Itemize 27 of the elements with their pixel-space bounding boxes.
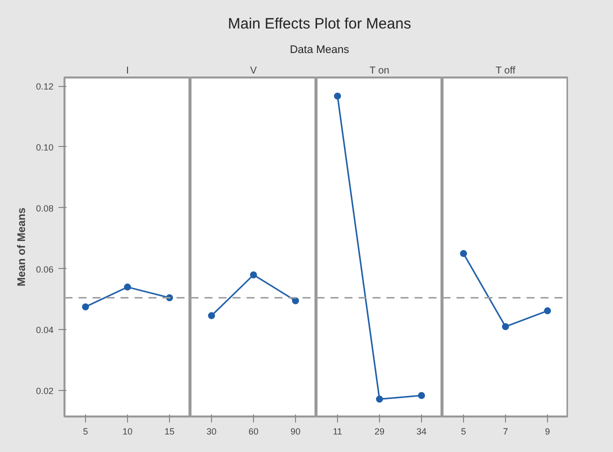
x-tick-label: 10 — [122, 426, 133, 436]
x-tick-label: 60 — [248, 426, 259, 436]
x-tick-label: 7 — [502, 426, 508, 436]
point — [82, 303, 89, 310]
chart-title: T off — [496, 66, 516, 76]
y-axis-title: Mean of Means — [16, 208, 28, 286]
x-tick-label: 5 — [460, 426, 466, 436]
x-tick-label: 34 — [416, 426, 427, 436]
y-tick-label: 0.12 — [36, 82, 54, 92]
y-tick-label: 0.02 — [36, 386, 54, 396]
x-tick-label: 90 — [290, 426, 301, 436]
chart-title: I — [126, 66, 129, 76]
y-tick-label: 0.04 — [36, 325, 54, 336]
x-tick-label: 9 — [544, 426, 550, 436]
x-tick-label: 30 — [206, 426, 217, 436]
text: Main Effects Plot for Means — [228, 16, 412, 33]
chart-title: V — [250, 66, 258, 76]
chart-title: T on — [369, 66, 390, 76]
y-tick-label: 0.08 — [36, 203, 54, 214]
x-tick-label: 29 — [374, 426, 385, 436]
x-tick-label: 5 — [82, 426, 88, 436]
y-tick-label: 0.10 — [36, 142, 54, 152]
text: Data Means — [290, 44, 350, 56]
x-tick-label: 11 — [332, 426, 342, 436]
x-tick-label: 15 — [164, 426, 175, 436]
point — [124, 284, 131, 291]
y-tick-label: 0.06 — [36, 264, 54, 274]
